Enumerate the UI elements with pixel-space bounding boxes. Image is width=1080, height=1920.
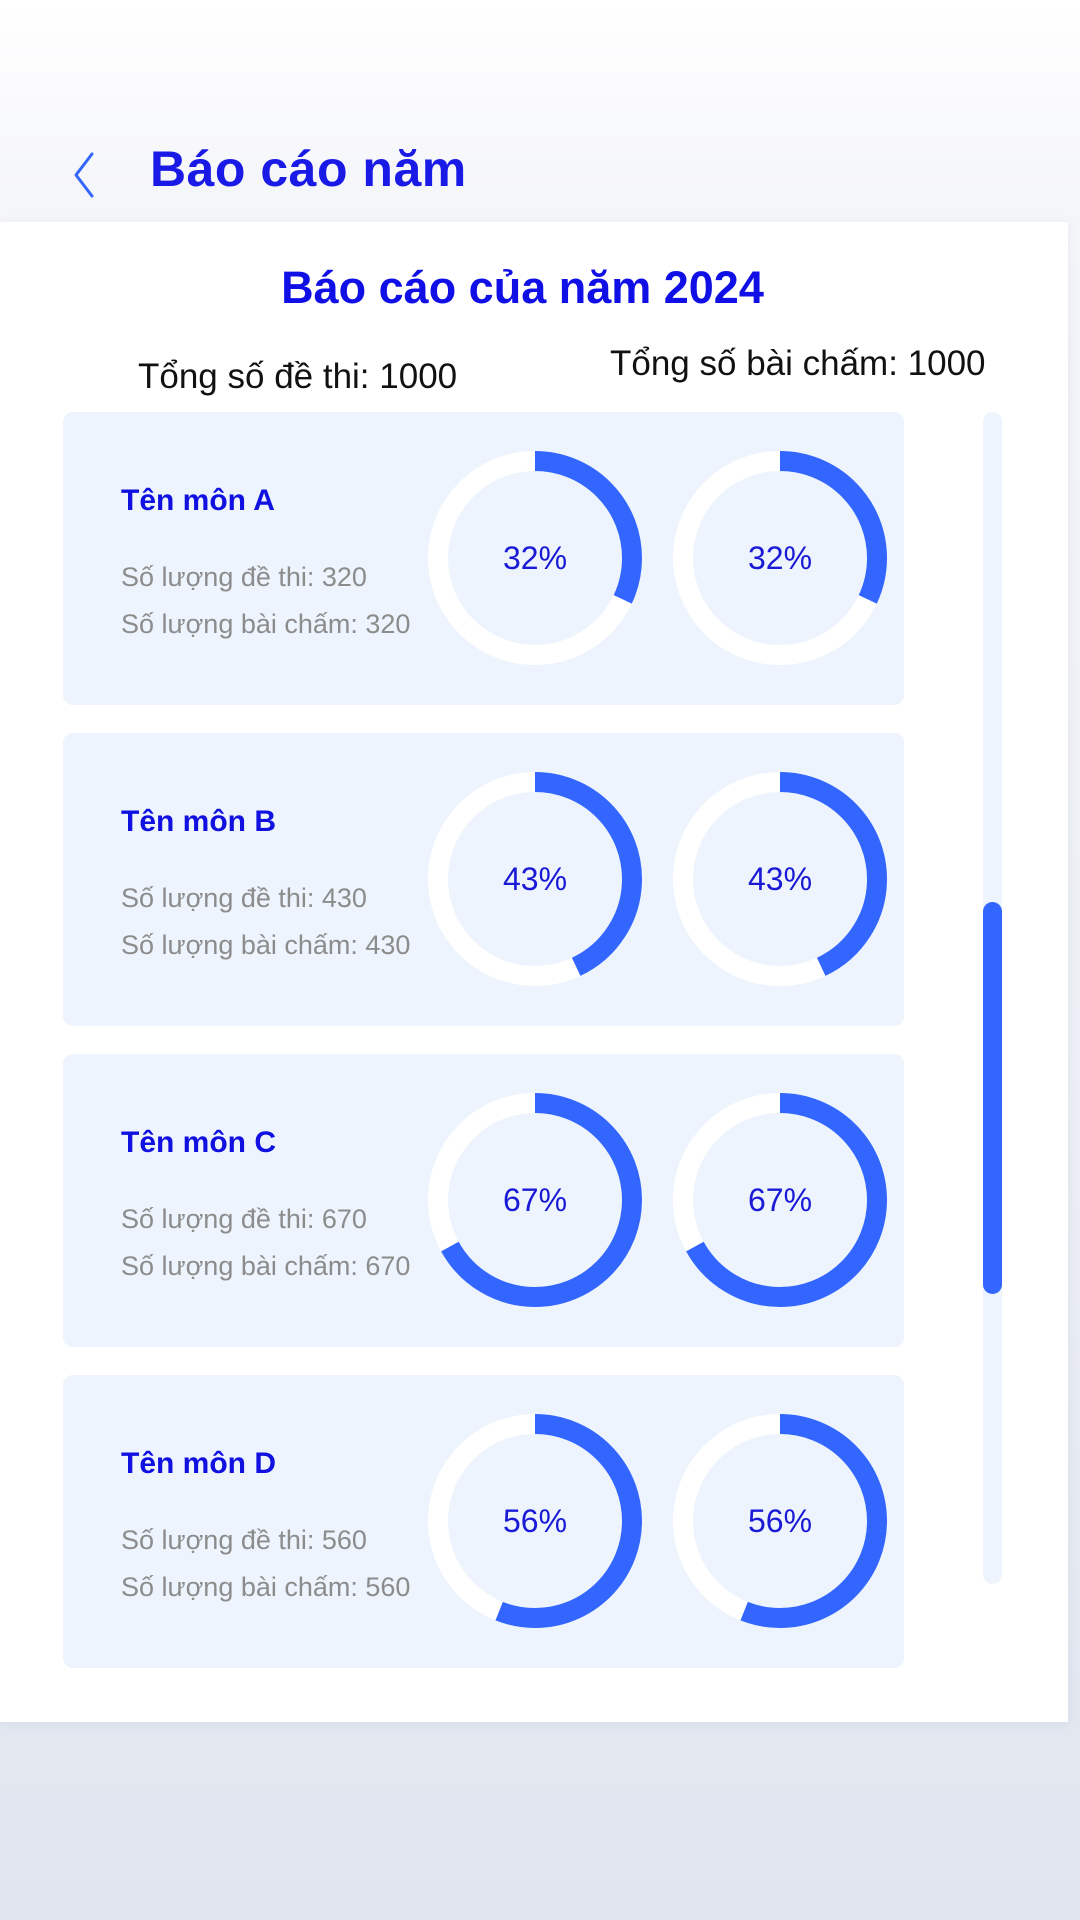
progress-arc [673,772,887,986]
progress-arc [673,1414,887,1628]
exam-count: Số lượng đề thi: 320 [121,562,367,592]
header: Báo cáo năm [0,0,1080,225]
subject-name: Tên môn A [121,484,275,517]
graded-progress-ring: 43% [672,771,888,987]
graded-progress-label: 32% [747,539,813,576]
exam-progress-ring: 56% [427,1413,643,1629]
graded-progress-label: 43% [747,860,813,897]
graded-progress-ring: 32% [672,450,888,666]
progress-ring-graphic [673,772,887,986]
progress-arc [673,1093,887,1307]
scrollbar-thumb[interactable] [983,902,1002,1294]
progress-ring-graphic [428,1414,642,1628]
exam-progress-ring: 67% [427,1092,643,1308]
page-title: Báo cáo năm [150,141,467,197]
graded-count: Số lượng bài chấm: 560 [121,1572,411,1602]
exam-progress-label: 32% [502,539,568,576]
progress-arc [428,451,642,665]
exam-progress-label: 56% [502,1502,568,1539]
exam-progress-ring: 43% [427,771,643,987]
graded-progress-label: 67% [747,1181,813,1218]
total-exams: Tổng số đề thi: 1000 [138,357,458,396]
total-graded: Tổng số bài chấm: 1000 [610,344,986,383]
exam-progress-label: 67% [502,1181,568,1218]
scrollbar-track[interactable] [983,412,1002,1584]
progress-arc [428,1093,642,1307]
graded-count: Số lượng bài chấm: 430 [121,930,411,960]
report-panel: Báo cáo của năm 2024 Tổng số đề thi: 100… [0,222,1068,1722]
progress-ring-graphic [428,772,642,986]
graded-count: Số lượng bài chấm: 670 [121,1251,411,1281]
chevron-left-icon [74,152,94,198]
exam-count: Số lượng đề thi: 430 [121,883,367,913]
exam-count: Số lượng đề thi: 560 [121,1525,367,1555]
progress-ring-graphic [673,1093,887,1307]
subject-card[interactable]: Tên môn D Số lượng đề thi: 560 Số lượng … [63,1375,904,1668]
graded-count: Số lượng bài chấm: 320 [121,609,411,639]
graded-progress-ring: 56% [672,1413,888,1629]
progress-arc [673,451,887,665]
subject-card[interactable]: Tên môn A Số lượng đề thi: 320 Số lượng … [63,412,904,705]
subject-name: Tên môn C [121,1126,276,1159]
report-title: Báo cáo của năm 2024 [281,262,764,313]
subject-card[interactable]: Tên môn B Số lượng đề thi: 430 Số lượng … [63,733,904,1026]
subject-card[interactable]: Tên môn C Số lượng đề thi: 670 Số lượng … [63,1054,904,1347]
subject-name: Tên môn D [121,1447,276,1480]
exam-progress-label: 43% [502,860,568,897]
progress-ring-graphic [428,451,642,665]
progress-ring-graphic [673,451,887,665]
graded-progress-label: 56% [747,1502,813,1539]
exam-progress-ring: 32% [427,450,643,666]
back-button[interactable] [60,148,110,202]
progress-ring-graphic [673,1414,887,1628]
subject-name: Tên môn B [121,805,276,838]
progress-ring-graphic [428,1093,642,1307]
exam-count: Số lượng đề thi: 670 [121,1204,367,1234]
graded-progress-ring: 67% [672,1092,888,1308]
progress-arc [428,772,642,986]
progress-arc [428,1414,642,1628]
